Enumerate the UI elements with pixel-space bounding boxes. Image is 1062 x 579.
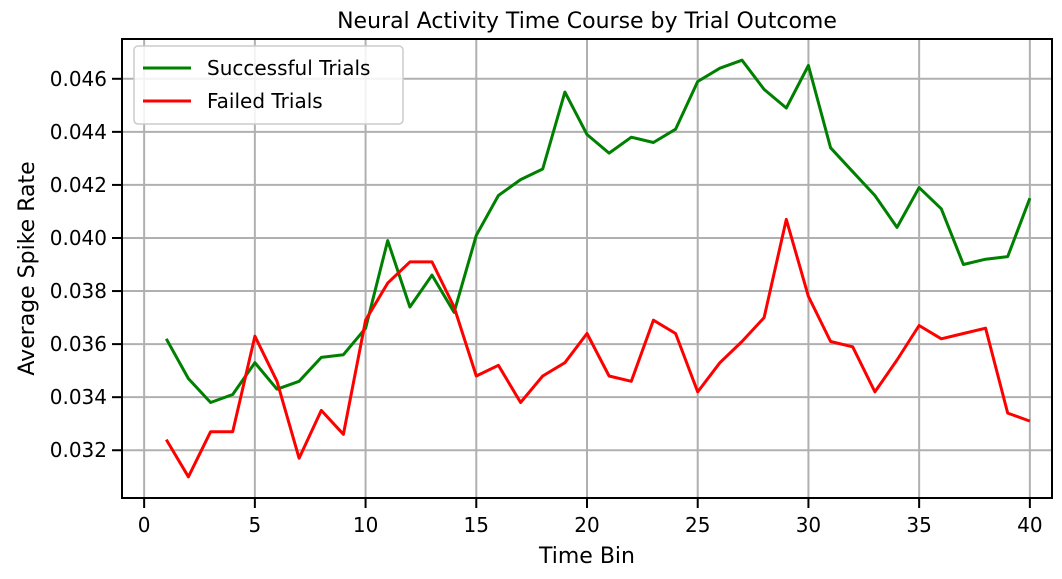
x-tick-label: 40 [1017,513,1042,537]
legend-label: Successful Trials [207,56,370,80]
legend: Successful Trials Failed Trials [133,45,404,125]
x-tick-label: 0 [138,513,151,537]
y-axis: 0.032 0.034 0.036 0.038 0.040 0.042 0.044 0.046 [50,67,122,462]
x-tick-label: 5 [248,513,261,537]
y-axis-label: Average Spike Rate [15,161,40,375]
y-tick-label: 0.032 [50,438,107,462]
x-tick-label: 30 [796,513,821,537]
y-tick-label: 0.034 [50,385,107,409]
x-tick-label: 15 [464,513,489,537]
y-tick-label: 0.046 [50,67,107,91]
legend-box [133,45,404,125]
legend-label: Failed Trials [207,89,323,113]
x-tick-label: 25 [685,513,710,537]
series-group [164,58,1032,479]
x-tick-label: 10 [353,513,378,537]
series-line-0 [164,58,1032,404]
chart-title: Neural Activity Time Course by Trial Out… [337,9,837,34]
x-tick-label: 35 [906,513,931,537]
y-tick-label: 0.042 [50,173,107,197]
y-tick-label: 0.038 [50,279,107,303]
y-tick-label: 0.044 [50,120,107,144]
series-line-1 [165,217,1031,479]
y-tick-label: 0.036 [50,332,107,356]
grid [122,39,1052,498]
y-tick-label: 0.040 [50,226,107,250]
x-axis: 0 5 10 15 20 25 30 35 40 [138,498,1043,537]
x-axis-label: Time Bin [538,544,635,569]
x-tick-label: 20 [574,513,599,537]
